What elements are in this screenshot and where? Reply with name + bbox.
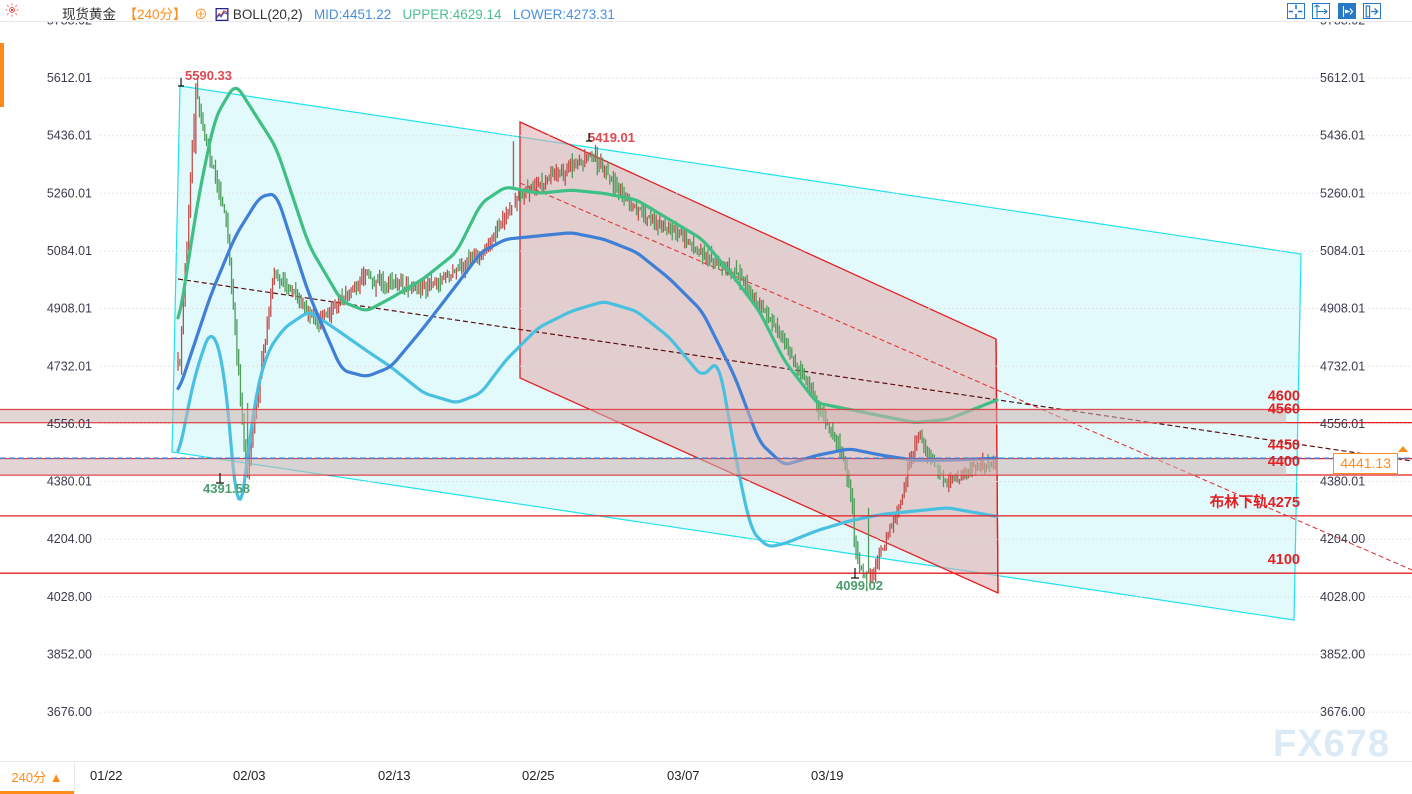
svg-text:4556.01: 4556.01 <box>47 417 92 431</box>
svg-text:5612.01: 5612.01 <box>47 71 92 85</box>
svg-text:4380.01: 4380.01 <box>1320 475 1365 489</box>
svg-text:3852.00: 3852.00 <box>1320 648 1365 662</box>
svg-text:4380.01: 4380.01 <box>47 475 92 489</box>
svg-text:4732.01: 4732.01 <box>1320 359 1365 373</box>
svg-text:4100: 4100 <box>1268 552 1300 568</box>
svg-text:4028.00: 4028.00 <box>1320 590 1365 604</box>
svg-text:4204.00: 4204.00 <box>1320 532 1365 546</box>
svg-text:5436.01: 5436.01 <box>1320 129 1365 143</box>
svg-text:4028.00: 4028.00 <box>47 590 92 604</box>
svg-text:4099.02: 4099.02 <box>836 578 883 593</box>
svg-text:5419.01: 5419.01 <box>588 130 635 145</box>
svg-text:4204.00: 4204.00 <box>47 532 92 546</box>
svg-text:5436.01: 5436.01 <box>47 129 92 143</box>
svg-text:5084.01: 5084.01 <box>47 244 92 258</box>
svg-text:4450: 4450 <box>1268 438 1300 454</box>
svg-text:4560: 4560 <box>1268 402 1300 418</box>
svg-text:5590.33: 5590.33 <box>185 68 232 83</box>
svg-text:4556.01: 4556.01 <box>1320 417 1365 431</box>
svg-text:布林下轨4275: 布林下轨4275 <box>1210 493 1300 511</box>
svg-text:4400: 4400 <box>1268 454 1300 470</box>
svg-text:5260.01: 5260.01 <box>1320 186 1365 200</box>
svg-text:3676.00: 3676.00 <box>1320 705 1365 719</box>
svg-text:3676.00: 3676.00 <box>47 705 92 719</box>
svg-text:4391.58: 4391.58 <box>203 481 250 496</box>
svg-text:5260.01: 5260.01 <box>47 186 92 200</box>
svg-text:4908.01: 4908.01 <box>1320 302 1365 316</box>
svg-text:5612.01: 5612.01 <box>1320 71 1365 85</box>
svg-text:4732.01: 4732.01 <box>47 359 92 373</box>
svg-text:3852.00: 3852.00 <box>47 648 92 662</box>
svg-text:5084.01: 5084.01 <box>1320 244 1365 258</box>
svg-text:4908.01: 4908.01 <box>47 302 92 316</box>
